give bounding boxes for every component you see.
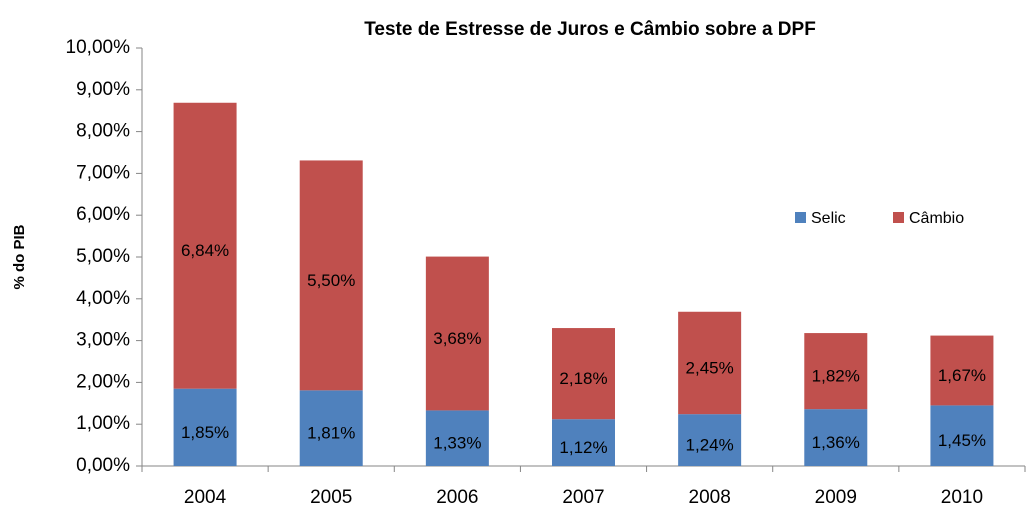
bar-segment — [678, 414, 742, 466]
y-tick-label: 7,00% — [76, 162, 130, 183]
data-label: 6,84% — [181, 241, 229, 260]
y-tick-label: 3,00% — [76, 330, 130, 351]
y-tick-label: 8,00% — [76, 121, 130, 142]
bar-segment — [552, 328, 615, 420]
y-tick-label: 6,00% — [76, 204, 130, 225]
y-tick-label: 10,00% — [66, 37, 131, 58]
bar-segment — [804, 333, 868, 410]
y-tick-label: 0,00% — [76, 455, 130, 476]
x-tick-label: 2007 — [562, 487, 604, 508]
legend-label: Selic — [811, 210, 846, 227]
data-label: 1,36% — [812, 433, 860, 452]
y-tick-label: 5,00% — [76, 246, 130, 267]
y-tick-label: 9,00% — [76, 79, 130, 100]
legend-label: Câmbio — [909, 210, 964, 227]
bar-segment — [552, 419, 615, 466]
bar-segment — [678, 311, 742, 415]
bar-segment — [299, 390, 363, 466]
x-tick-label: 2005 — [310, 487, 352, 508]
x-tick-label: 2010 — [941, 487, 983, 508]
data-label: 1,45% — [938, 431, 986, 450]
legend-swatch — [893, 212, 904, 223]
y-tick-label: 1,00% — [76, 413, 130, 434]
y-tick-label: 2,00% — [76, 371, 130, 392]
data-label: 1,67% — [938, 366, 986, 385]
bar-segment — [930, 405, 994, 466]
data-label: 3,68% — [433, 329, 481, 348]
bar-segment — [173, 388, 237, 466]
legend-swatch — [795, 212, 806, 223]
y-axis-label: % do PIB — [11, 224, 28, 289]
x-tick-label: 2008 — [689, 487, 731, 508]
chart-title: Teste de Estresse de Juros e Câmbio sobr… — [364, 19, 816, 40]
bar-segment — [930, 335, 994, 406]
data-label: 5,50% — [307, 271, 355, 290]
data-label: 2,45% — [686, 358, 734, 377]
data-label: 1,85% — [181, 423, 229, 442]
x-tick-label: 2004 — [184, 487, 227, 508]
bar-segment — [299, 160, 363, 391]
x-tick-label: 2006 — [436, 487, 478, 508]
data-label: 1,81% — [307, 424, 355, 443]
bar-segment — [425, 410, 489, 466]
x-tick-label: 2009 — [815, 487, 857, 508]
data-label: 1,33% — [433, 434, 481, 453]
y-tick-label: 4,00% — [76, 288, 130, 309]
bar-segment — [425, 256, 489, 411]
data-label: 1,24% — [686, 436, 734, 455]
bar-segment — [173, 102, 237, 389]
data-label: 1,82% — [812, 367, 860, 386]
data-label: 1,12% — [559, 438, 607, 457]
data-label: 2,18% — [559, 369, 607, 388]
bar-segment — [804, 409, 868, 466]
